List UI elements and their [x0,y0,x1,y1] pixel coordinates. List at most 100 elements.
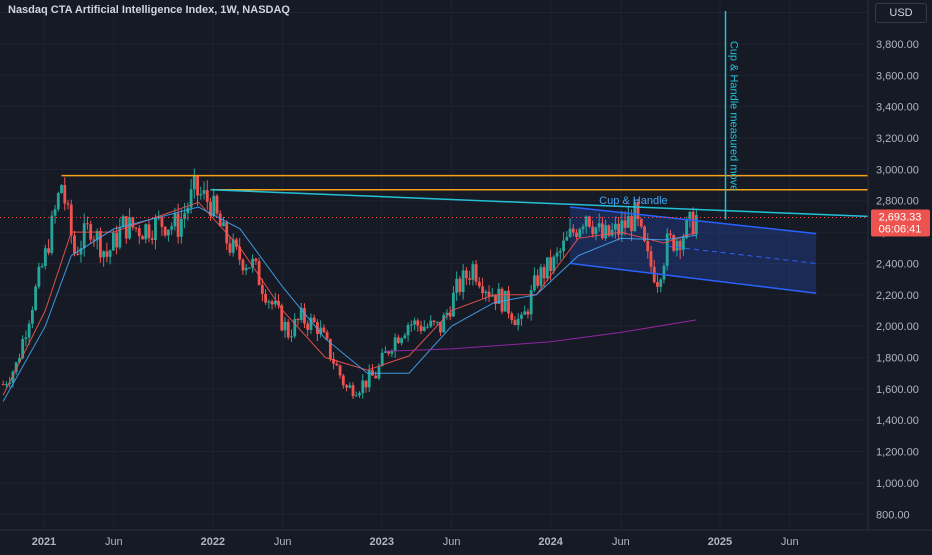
candle-body [1,384,5,386]
x-tick-label: 2023 [369,536,393,548]
candle-body [416,320,420,326]
candle-body [47,248,50,253]
symbol-title[interactable]: Nasdaq CTA Artificial Intelligence Index… [8,4,290,16]
candle-body [474,264,478,282]
candle-body [406,324,410,336]
candle-body [494,295,497,304]
candle-body [69,204,73,236]
candle-body [209,201,212,217]
candle-body [584,216,588,227]
candle-body [244,267,248,271]
candle-body [448,312,452,317]
x-tick-label: Jun [443,536,461,548]
candle-body [613,223,617,230]
candle-body [338,365,342,376]
y-tick-label: 1,000.00 [876,478,919,490]
candle-body [445,312,449,316]
candle-body [99,231,102,258]
candle-body [623,220,627,228]
candle-body [681,237,685,250]
candle-body [656,282,659,287]
candle-body [260,285,264,294]
candle-body [555,252,559,257]
candle-body [316,322,319,335]
candle-body [468,278,472,280]
candle-body [108,250,112,257]
candle-body [137,228,141,237]
candle-body [163,226,167,236]
x-tick-label: 2021 [32,536,56,548]
candle-body [662,265,666,280]
candle-body [471,264,475,280]
drawings-front: Cup & Handle Cup & Handle measured move [0,10,869,294]
candle-body [160,217,164,227]
candle-body [481,286,484,294]
candle-body [442,315,446,333]
candle-body [40,266,44,268]
pattern-label: Cup & Handle [599,195,668,207]
candle-body [646,241,650,252]
candle-body [150,238,154,241]
candle-body [575,232,578,237]
candle-body [413,320,416,325]
y-tick-label: 2,400.00 [876,258,919,270]
candle-body [361,380,365,394]
candle-body [439,321,442,333]
candle-body [218,213,222,227]
y-tick-label: 1,600.00 [876,384,919,396]
candle-body [18,358,21,363]
candle-body [290,336,293,338]
y-tick-label: 3,400.00 [876,102,919,114]
candle-body [552,256,556,272]
time-scale[interactable] [0,530,932,550]
last-price-value: 2,693.33 [879,211,922,223]
candle-body [34,286,38,310]
candle-body [43,248,47,267]
candle-body [247,267,251,269]
candle-body [179,218,183,237]
candle-body [533,275,536,291]
currency-button[interactable]: USD [875,3,927,23]
candle-body [111,232,115,251]
y-tick-label: 3,000.00 [876,164,919,176]
candle-body [328,338,332,359]
candle-body [529,290,533,315]
candle-body [354,395,358,397]
candle-body [594,227,598,235]
candle-body [66,203,70,205]
candle-body [293,318,297,337]
moving-average-line [385,319,697,352]
candle-body [630,216,633,232]
candle-body [312,317,316,323]
candle-body [358,393,361,396]
candle-body [688,211,692,219]
candle-body [280,305,284,331]
candle-body [403,335,407,339]
candle-body [643,226,646,242]
candle-body [591,226,595,235]
candle-body [141,236,144,240]
candle-body [426,326,429,328]
candle-body [649,251,653,267]
candle-body [539,267,543,286]
candle-body [513,320,517,326]
x-tick-label: 2025 [708,536,732,548]
candle-body [241,259,245,271]
price-scale[interactable] [868,0,932,530]
candle-body [520,314,523,319]
candle-body [92,239,96,241]
bar-countdown: 06:06:41 [879,223,922,235]
candle-body [419,325,423,331]
candle-body [691,211,695,235]
candle-body [60,185,63,194]
candle-body [202,190,206,194]
candle-body [192,175,196,190]
candle-body [283,321,287,331]
candle-body [432,320,436,323]
candle-body [669,233,672,236]
candle-body [497,288,501,304]
candle-body [14,362,18,372]
candle-body [332,358,335,364]
